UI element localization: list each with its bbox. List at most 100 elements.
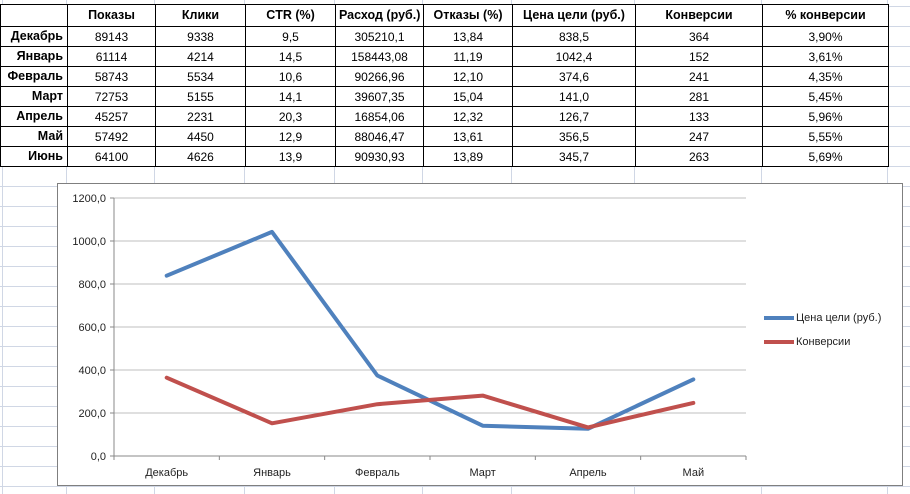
column-header[interactable]: Показы: [67, 4, 156, 27]
table-cell[interactable]: 5155: [155, 86, 246, 107]
table-cell[interactable]: 305210,1: [335, 26, 424, 47]
column-header[interactable]: % конверсии: [762, 4, 889, 27]
legend-label: Цена цели (руб.): [796, 312, 882, 324]
table-cell[interactable]: 4214: [155, 46, 246, 67]
table-cell[interactable]: 247: [635, 126, 763, 147]
chart-area[interactable]: 0,0 200,0 400,0 600,0 800,0 1000,0 1200,0 Декаб…: [57, 183, 903, 486]
column-header[interactable]: Клики: [155, 4, 246, 27]
row-header[interactable]: Декабрь: [0, 26, 68, 47]
line-chart: 0,0 200,0 400,0 600,0 800,0 1000,0 1200,0 Декаб…: [72, 193, 747, 479]
x-axis-label: Февраль: [355, 467, 400, 479]
y-axis-label: 400,0: [78, 365, 106, 377]
row-header[interactable]: Апрель: [0, 106, 68, 127]
table-cell[interactable]: 13,61: [423, 126, 513, 147]
table-row: Декабрь 89143 9338 9,5 305210,1 13,84 838,5 364…: [0, 26, 889, 47]
table-cell[interactable]: 13,9: [245, 146, 336, 167]
table-cell[interactable]: 9338: [155, 26, 246, 47]
table-row: Январь 61114 4214 14,5 158443,08 11,19 1042,4 1…: [0, 46, 889, 67]
table-cell[interactable]: 152: [635, 46, 763, 67]
table-cell[interactable]: 39607,35: [335, 86, 424, 107]
column-header[interactable]: Расход (руб.): [335, 4, 424, 27]
table-row: Февраль 58743 5534 10,6 90266,96 12,10 374,6 24…: [0, 66, 889, 87]
table-cell[interactable]: 158443,08: [335, 46, 424, 67]
table-cell[interactable]: 3,61%: [762, 46, 889, 67]
x-axis-label: Январь: [253, 467, 291, 479]
table-cell[interactable]: 126,7: [512, 106, 636, 127]
table-cell[interactable]: 4450: [155, 126, 246, 147]
table-cell[interactable]: 58743: [67, 66, 156, 87]
column-header[interactable]: CTR (%): [245, 4, 336, 27]
y-axis-label: 1200,0: [72, 193, 106, 205]
column-header[interactable]: Отказы (%): [423, 4, 513, 27]
row-header[interactable]: Май: [0, 126, 68, 147]
table-cell[interactable]: 2231: [155, 106, 246, 127]
table-cell[interactable]: 12,9: [245, 126, 336, 147]
table-cell[interactable]: 263: [635, 146, 763, 167]
table-cell[interactable]: 281: [635, 86, 763, 107]
table-cell[interactable]: 10,6: [245, 66, 336, 87]
table-cell[interactable]: 88046,47: [335, 126, 424, 147]
row-header[interactable]: Март: [0, 86, 68, 107]
x-axis-label: Апрель: [569, 467, 607, 479]
table-cell[interactable]: 12,32: [423, 106, 513, 127]
table-cell[interactable]: 90930,93: [335, 146, 424, 167]
x-axis-label: Май: [683, 467, 705, 479]
series-line-conversions[interactable]: [164, 375, 696, 430]
legend-item[interactable]: Цена цели (руб.): [764, 312, 881, 324]
table-cell[interactable]: 4626: [155, 146, 246, 167]
table-cell[interactable]: 345,7: [512, 146, 636, 167]
table-cell[interactable]: 838,5: [512, 26, 636, 47]
table-cell[interactable]: 61114: [67, 46, 156, 67]
legend-line-swatch: [764, 316, 794, 320]
legend-item[interactable]: Конверсии: [764, 336, 881, 348]
table-cell[interactable]: 57492: [67, 126, 156, 147]
grid-column: [0, 0, 3, 494]
column-header[interactable]: Конверсии: [635, 4, 763, 27]
table-cell[interactable]: 133: [635, 106, 763, 127]
table-row: Июнь 64100 4626 13,9 90930,93 13,89 345,7 263 5,…: [0, 146, 889, 167]
table-cell[interactable]: 13,84: [423, 26, 513, 47]
chart-legend: Цена цели (руб.) Конверсии: [764, 312, 881, 348]
table-cell[interactable]: 13,89: [423, 146, 513, 167]
table-cell[interactable]: 5,69%: [762, 146, 889, 167]
table-cell[interactable]: 16854,06: [335, 106, 424, 127]
table-cell[interactable]: 1042,4: [512, 46, 636, 67]
table-cell[interactable]: 356,5: [512, 126, 636, 147]
table-cell[interactable]: 141,0: [512, 86, 636, 107]
table-cell[interactable]: 3,90%: [762, 26, 889, 47]
table-row: Март 72753 5155 14,1 39607,35 15,04 141,0 281 5,…: [0, 86, 889, 107]
table-cell[interactable]: 89143: [67, 26, 156, 47]
table-cell[interactable]: 241: [635, 66, 763, 87]
row-header[interactable]: Февраль: [0, 66, 68, 87]
table-cell[interactable]: 20,3: [245, 106, 336, 127]
table-cell[interactable]: 4,35%: [762, 66, 889, 87]
column-header[interactable]: Цена цели (руб.): [512, 4, 636, 27]
y-axis-label: 600,0: [78, 322, 106, 334]
legend-line-swatch: [764, 340, 794, 344]
table-cell[interactable]: 364: [635, 26, 763, 47]
table-cell[interactable]: 11,19: [423, 46, 513, 67]
table-cell[interactable]: 15,04: [423, 86, 513, 107]
table-cell[interactable]: 374,6: [512, 66, 636, 87]
table-cell[interactable]: 5534: [155, 66, 246, 87]
table-cell[interactable]: 9,5: [245, 26, 336, 47]
y-axis-label: 1000,0: [72, 236, 106, 248]
table-cell[interactable]: 14,1: [245, 86, 336, 107]
table-cell[interactable]: 90266,96: [335, 66, 424, 87]
row-header[interactable]: Июнь: [0, 146, 68, 167]
table-cell[interactable]: 5,96%: [762, 106, 889, 127]
table-cell[interactable]: 45257: [67, 106, 156, 127]
table-cell[interactable]: 64100: [67, 146, 156, 167]
table-cell[interactable]: 72753: [67, 86, 156, 107]
table-cell[interactable]: 5,55%: [762, 126, 889, 147]
legend-label: Конверсии: [796, 336, 851, 348]
table-cell[interactable]: 5,45%: [762, 86, 889, 107]
metrics-table: Показы Клики CTR (%) Расход (руб.) Отказы (%…: [0, 4, 889, 167]
table-header-row: Показы Клики CTR (%) Расход (руб.) Отказы (%…: [0, 4, 889, 27]
table-cell[interactable]: 14,5: [245, 46, 336, 67]
corner-cell[interactable]: [0, 4, 68, 27]
table-cell[interactable]: 12,10: [423, 66, 513, 87]
x-axis-label: Март: [470, 467, 496, 479]
row-header[interactable]: Январь: [0, 46, 68, 67]
